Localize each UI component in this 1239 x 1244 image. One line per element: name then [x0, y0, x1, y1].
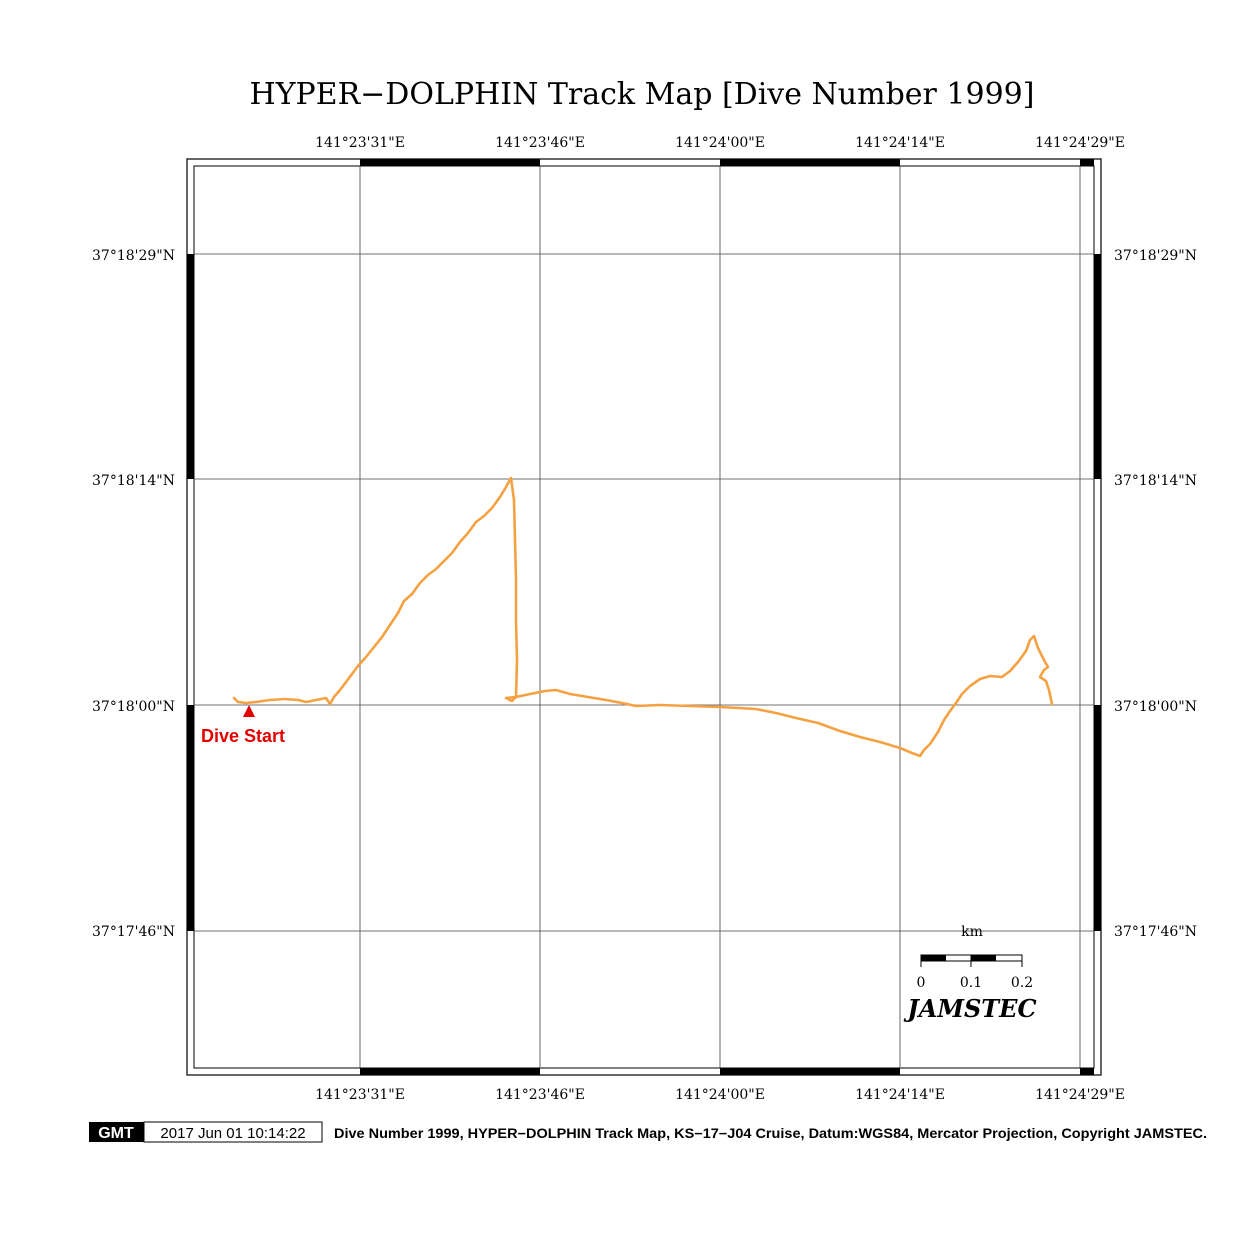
lon-label-bottom-4: 141°24'14"E — [855, 1087, 945, 1103]
scale-bar-label-0: 0 — [917, 975, 926, 991]
lat-label-right-1: 37°18'29"N — [1114, 248, 1197, 264]
lon-label-top-1: 141°23'31"E — [315, 135, 405, 151]
frame-segment-left-2 — [187, 705, 194, 931]
frame-segment-top-3 — [1080, 159, 1094, 166]
lon-label-bottom-1: 141°23'31"E — [315, 1087, 405, 1103]
gridlines — [194, 166, 1094, 1068]
frame-segment-left-1 — [187, 254, 194, 479]
lat-label-right-3: 37°18'00"N — [1114, 699, 1197, 715]
lat-label-right-4: 37°17'46"N — [1114, 924, 1197, 940]
lat-label-left-3: 37°18'00"N — [92, 699, 175, 715]
lon-label-top-3: 141°24'00"E — [675, 135, 765, 151]
timestamp-box — [143, 1121, 323, 1143]
frame-segment-bottom-1 — [360, 1068, 540, 1075]
footer-timestamp: 2017 Jun 01 10:14:22 — [160, 1125, 305, 1142]
lon-label-top-5: 141°24'29"E — [1035, 135, 1125, 151]
scale-bar-segment-3 — [971, 955, 996, 961]
scale-bar-label-1: 0.1 — [960, 975, 982, 991]
gmt-logo-box — [89, 1122, 144, 1142]
lon-labels-bottom: 141°23'31"E 141°23'46"E 141°24'00"E 141°… — [315, 1087, 1125, 1103]
gmt-logo: GMT — [98, 1125, 134, 1142]
lat-label-right-2: 37°18'14"N — [1114, 473, 1197, 489]
map-title: HYPER−DOLPHIN Track Map [Dive Number 199… — [250, 77, 1035, 112]
lat-label-left-2: 37°18'14"N — [92, 473, 175, 489]
footer-caption: Dive Number 1999, HYPER−DOLPHIN Track Ma… — [334, 1126, 1207, 1141]
lon-label-bottom-3: 141°24'00"E — [675, 1087, 765, 1103]
scale-bar-unit: km — [961, 924, 983, 940]
jamstec-logo: JAMSTEC — [903, 994, 1036, 1023]
lat-label-left-1: 37°18'29"N — [92, 248, 175, 264]
lat-labels-left: 37°18'29"N 37°18'14"N 37°18'00"N 37°17'4… — [92, 248, 175, 940]
lon-label-top-2: 141°23'46"E — [495, 135, 585, 151]
dive-track — [232, 476, 1054, 758]
frame-segment-bottom-3 — [1080, 1068, 1094, 1075]
lat-label-left-4: 37°17'46"N — [92, 924, 175, 940]
dive-start-marker — [243, 705, 255, 717]
lon-label-top-4: 141°24'14"E — [855, 135, 945, 151]
lon-labels-top: 141°23'31"E 141°23'46"E 141°24'00"E 141°… — [315, 135, 1125, 151]
footer: GMT 2017 Jun 01 10:14:22 Dive Number 199… — [89, 1121, 1207, 1143]
frame-segments — [187, 159, 1101, 1075]
scale-bar-label-2: 0.2 — [1011, 975, 1033, 991]
frame-segment-top-1 — [360, 159, 540, 166]
lat-labels-right: 37°18'29"N 37°18'14"N 37°18'00"N 37°17'4… — [1114, 248, 1197, 940]
frame-segment-top-2 — [720, 159, 900, 166]
scale-bar-segment-1 — [921, 955, 946, 961]
lon-label-bottom-2: 141°23'46"E — [495, 1087, 585, 1103]
scale-bar: km 0 0.1 0.2 — [917, 924, 1034, 991]
frame-segment-bottom-2 — [720, 1068, 900, 1075]
map-frame — [186, 158, 1102, 1076]
frame-segment-right-2 — [1094, 705, 1101, 931]
dive-start-label: Dive Start — [201, 726, 285, 746]
lon-label-bottom-5: 141°24'29"E — [1035, 1087, 1125, 1103]
frame-segment-right-1 — [1094, 254, 1101, 479]
